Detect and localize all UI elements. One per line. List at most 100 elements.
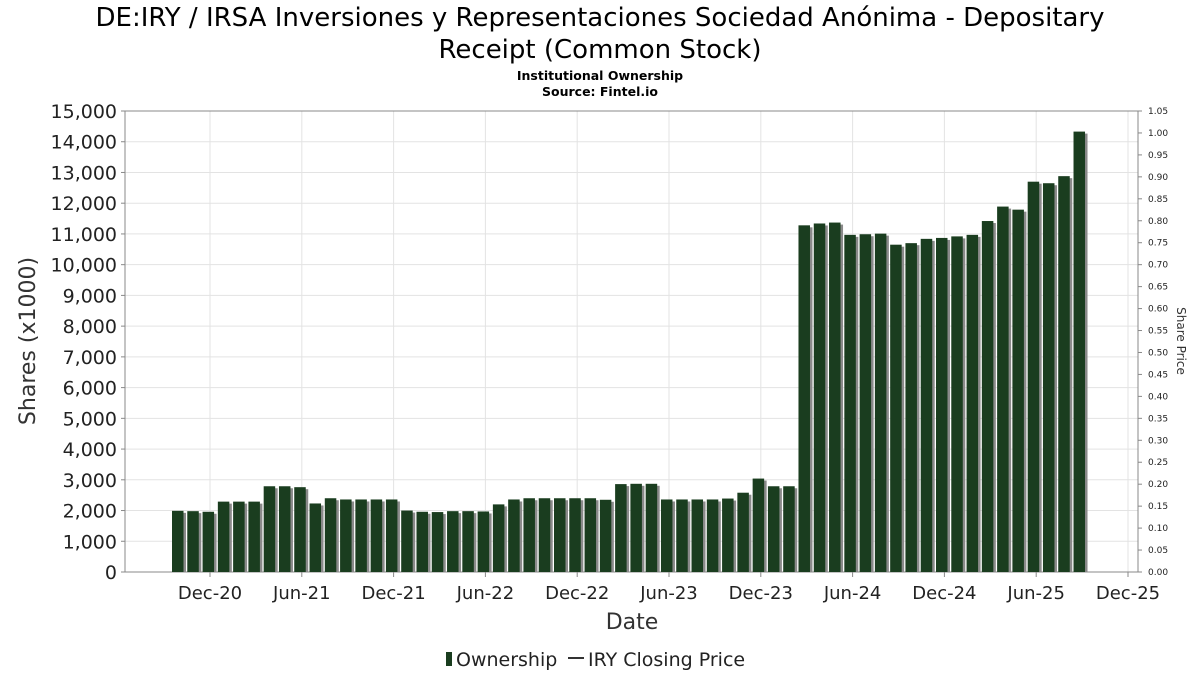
left-tick-label: 12,000 <box>51 193 117 215</box>
right-tick-label: 0.55 <box>1148 327 1168 337</box>
ownership-bar <box>324 498 337 572</box>
left-tick-label: 1,000 <box>63 531 117 553</box>
ownership-bar <box>416 511 428 572</box>
ownership-bar <box>187 511 199 572</box>
y-axis-label: Shares (x1000) <box>16 257 41 425</box>
left-tick-label: 7,000 <box>63 347 117 369</box>
ownership-bar <box>1012 209 1024 573</box>
right-tick-label: 0.10 <box>1148 524 1168 534</box>
right-tick-label: 0.70 <box>1148 261 1168 271</box>
ownership-bar <box>447 511 459 572</box>
ownership-bar <box>813 223 826 572</box>
ownership-bar <box>752 478 765 572</box>
ownership-bar <box>997 206 1009 572</box>
x-tick-label: Dec-23 <box>729 583 793 604</box>
ownership-bar <box>645 483 658 572</box>
right-tick-label: 0.75 <box>1148 239 1168 249</box>
right-tick-label: 1.00 <box>1148 129 1168 139</box>
ownership-bar <box>936 237 948 573</box>
x-tick-label: Jun-24 <box>823 583 882 604</box>
x-axis-ticks: Dec-20 Jun-21 Dec-21 Jun-22 Dec-22 Jun-23 Dec-… <box>178 572 1160 604</box>
right-tick-label: 0.00 <box>1148 568 1168 578</box>
legend-ownership-swatch <box>446 652 452 666</box>
left-tick-label: 5,000 <box>63 408 117 430</box>
ownership-bar <box>355 499 367 572</box>
right-tick-label: 0.40 <box>1148 392 1168 402</box>
ownership-bar <box>722 498 734 572</box>
left-tick-label: 9,000 <box>63 285 117 307</box>
ownership-bar <box>874 233 887 572</box>
ownership-bar <box>278 486 291 572</box>
x-tick-label: Jun-23 <box>639 583 698 604</box>
right-tick-label: 0.45 <box>1148 370 1168 380</box>
chart-title: DE:IRY / IRSA Inversiones y Representaci… <box>0 2 1200 66</box>
right-tick-label: 0.05 <box>1148 546 1168 556</box>
ownership-bar <box>905 243 917 573</box>
right-tick-label: 0.65 <box>1148 283 1168 293</box>
ownership-bar <box>385 499 398 572</box>
left-tick-label: 6,000 <box>63 378 117 400</box>
ownership-bar <box>966 234 979 572</box>
ownership-bar <box>890 244 902 572</box>
left-tick-label: 14,000 <box>51 132 117 154</box>
right-tick-label: 0.20 <box>1148 480 1168 490</box>
ownership-bar <box>584 498 597 572</box>
ownership-bar <box>263 486 276 572</box>
right-tick-label: 0.35 <box>1148 414 1168 424</box>
ownership-bar <box>660 499 673 572</box>
x-tick-label: Jun-22 <box>456 583 515 604</box>
left-tick-label: 11,000 <box>51 224 117 246</box>
ownership-bar <box>248 501 260 572</box>
left-tick-label: 2,000 <box>63 501 117 523</box>
ownership-bar <box>737 492 749 572</box>
ownership-bar <box>951 236 963 572</box>
right-tick-label: 0.15 <box>1148 502 1168 512</box>
ownership-bar <box>523 498 535 572</box>
ownership-bar <box>767 486 780 572</box>
right-tick-label: 0.90 <box>1148 173 1168 183</box>
y2-axis-label: Share Price <box>1174 307 1188 375</box>
subtitle-source: Source: Fintel.io <box>542 84 658 99</box>
x-axis-label: Date <box>606 610 659 635</box>
ownership-bar <box>691 499 704 572</box>
ownership-bar <box>401 510 413 572</box>
legend-ownership-label: Ownership <box>456 649 557 671</box>
ownership-bar <box>1027 181 1040 573</box>
right-tick-label: 0.85 <box>1148 195 1168 205</box>
left-tick-label: 10,000 <box>51 255 117 277</box>
x-tick-label: Dec-20 <box>178 583 242 604</box>
chart-subtitle: Institutional Ownership Source: Fintel.i… <box>0 68 1200 100</box>
x-tick-label: Dec-22 <box>545 583 609 604</box>
subtitle-ownership: Institutional Ownership <box>516 68 684 83</box>
ownership-bar <box>554 498 566 572</box>
right-axis-ticks: 0.00 0.05 0.10 0.15 0.20 0.25 0.30 0.35 0.40 0.45… <box>1138 107 1168 578</box>
x-tick-label: Jun-25 <box>1006 583 1065 604</box>
ownership-bar <box>1042 183 1055 572</box>
right-tick-label: 0.50 <box>1148 348 1168 358</box>
ownership-bar <box>477 511 490 572</box>
ownership-bar <box>217 501 230 572</box>
ownership-bar <box>676 499 688 572</box>
ownership-bar <box>492 504 505 572</box>
chart-title-line-1: DE:IRY / IRSA Inversiones y Representaci… <box>95 3 1105 33</box>
ownership-bar <box>538 498 551 572</box>
ownership-bar <box>370 499 383 572</box>
left-tick-label: 8,000 <box>63 316 117 338</box>
chart-title-line-2: Receipt (Common Stock) <box>438 35 762 65</box>
ownership-bar <box>783 486 795 572</box>
ownership-bar <box>859 234 872 572</box>
ownership-bar <box>829 222 841 572</box>
right-tick-label: 1.05 <box>1148 107 1168 117</box>
right-tick-label: 0.60 <box>1148 305 1168 315</box>
ownership-bar <box>508 499 520 572</box>
ownership-bar <box>1058 176 1070 572</box>
left-tick-label: 4,000 <box>63 439 117 461</box>
left-tick-label: 3,000 <box>63 470 117 492</box>
ownership-bar <box>1073 131 1086 572</box>
ownership-bar <box>798 225 810 572</box>
right-tick-label: 0.95 <box>1148 151 1168 161</box>
ownership-bar <box>202 511 215 572</box>
right-tick-label: 0.30 <box>1148 436 1168 446</box>
ownership-bar <box>309 503 322 572</box>
